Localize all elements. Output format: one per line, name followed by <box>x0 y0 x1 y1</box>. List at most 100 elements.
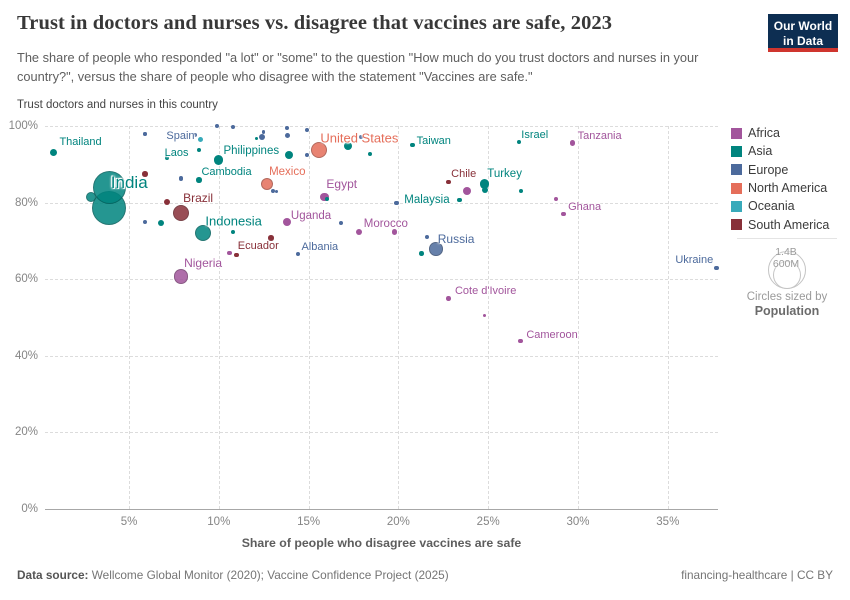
data-point[interactable] <box>324 197 329 202</box>
data-point[interactable] <box>86 191 97 202</box>
data-point[interactable] <box>343 141 353 151</box>
license-credit[interactable]: financing-healthcare | CC BY <box>681 568 833 582</box>
size-legend-small-value: 600M <box>772 258 800 270</box>
data-point[interactable] <box>163 198 170 205</box>
data-point-brazil[interactable] <box>173 204 190 221</box>
data-point-cameroon[interactable] <box>518 338 523 344</box>
data-point[interactable] <box>419 251 425 256</box>
legend-label-europe: Europe <box>748 162 789 177</box>
legend-item-africa[interactable]: Africa <box>731 124 846 142</box>
x-tick-label: 35% <box>656 515 680 528</box>
country-label-brazil: Brazil <box>183 190 214 205</box>
data-point[interactable] <box>258 133 266 141</box>
data-point-laos[interactable] <box>197 148 202 153</box>
legend-item-southamerica[interactable]: South America <box>731 215 846 233</box>
data-point-taiwan[interactable] <box>410 142 416 148</box>
data-point[interactable] <box>284 151 293 160</box>
data-source-text: Wellcome Global Monitor (2020); Vaccine … <box>88 568 449 582</box>
data-point-cambodia[interactable] <box>196 177 202 183</box>
data-point-malaysia[interactable] <box>457 197 462 203</box>
data-point[interactable] <box>143 132 147 136</box>
data-point[interactable] <box>215 124 219 128</box>
data-point[interactable] <box>198 136 204 142</box>
data-point[interactable] <box>394 200 399 206</box>
data-point[interactable] <box>254 136 259 141</box>
data-point-thailand[interactable] <box>50 148 58 156</box>
data-point[interactable] <box>358 135 363 140</box>
legend-item-asia[interactable]: Asia <box>731 142 846 160</box>
data-point-ecuador[interactable] <box>234 252 240 258</box>
data-point-morocco[interactable] <box>392 229 398 235</box>
data-point-tanzania[interactable] <box>569 140 576 146</box>
data-point-ukraine[interactable] <box>713 265 719 271</box>
y-tick-label: 0% <box>21 502 38 515</box>
country-label-chile: Chile <box>451 167 477 180</box>
data-point[interactable] <box>425 234 430 239</box>
data-point[interactable] <box>227 250 232 256</box>
data-point-russia[interactable] <box>429 242 443 256</box>
country-label-ukraine: Ukraine <box>675 254 714 267</box>
data-point[interactable] <box>164 156 169 161</box>
owid-logo-line1: Our World <box>773 19 833 33</box>
data-point[interactable] <box>481 186 488 193</box>
v-gridline <box>129 126 130 509</box>
owid-logo[interactable]: Our World in Data <box>768 14 838 52</box>
data-point[interactable] <box>284 133 290 139</box>
data-point-india[interactable] <box>92 171 126 205</box>
data-point-ghana[interactable] <box>561 211 566 217</box>
data-point[interactable] <box>178 176 184 181</box>
chart-subtitle: The share of people who responded "a lot… <box>17 50 699 85</box>
h-gridline <box>45 126 718 127</box>
data-point-spain[interactable] <box>193 133 198 138</box>
y-tick-label: 80% <box>14 196 38 209</box>
data-point[interactable] <box>367 151 372 156</box>
data-point[interactable] <box>518 189 523 194</box>
data-point[interactable] <box>462 187 471 196</box>
x-tick-label: 10% <box>207 515 231 528</box>
data-point-indonesia[interactable] <box>194 225 211 242</box>
data-point[interactable] <box>355 228 362 235</box>
data-point[interactable] <box>304 128 309 133</box>
data-point[interactable] <box>231 229 236 234</box>
data-point[interactable] <box>482 313 487 318</box>
legend-item-europe[interactable]: Europe <box>731 161 846 179</box>
legend-label-southamerica: South America <box>748 217 830 232</box>
data-point-nigeria[interactable] <box>173 269 189 284</box>
data-point[interactable] <box>268 235 274 241</box>
data-point[interactable] <box>274 189 278 194</box>
data-point[interactable] <box>270 188 275 193</box>
owid-logo-line2: in Data <box>782 34 823 48</box>
legend-item-oceania[interactable]: Oceania <box>731 197 846 215</box>
legend-label-oceania: Oceania <box>748 199 795 214</box>
data-point-mexico[interactable] <box>261 178 274 191</box>
legend-label-northamerica: North America <box>748 181 828 196</box>
data-point-albania[interactable] <box>295 252 300 257</box>
data-point[interactable] <box>231 125 236 130</box>
data-point[interactable] <box>143 219 148 224</box>
data-point-israel[interactable] <box>516 140 521 145</box>
data-source-label: Data source: <box>17 568 89 582</box>
country-label-israel: Israel <box>521 129 549 142</box>
data-point[interactable] <box>142 171 148 177</box>
v-gridline <box>578 126 579 509</box>
data-point[interactable] <box>285 125 290 130</box>
continent-legend: Africa Asia Europe North America Oceania Sout… <box>731 124 846 234</box>
data-point[interactable] <box>158 220 165 227</box>
data-point-turkey[interactable] <box>479 179 490 189</box>
v-gridline <box>488 126 490 509</box>
data-point-cote-d-ivoire[interactable] <box>446 295 451 301</box>
data-point[interactable] <box>338 221 343 226</box>
data-point-chile[interactable] <box>446 179 451 185</box>
data-point[interactable] <box>262 130 266 134</box>
data-point[interactable] <box>554 197 559 202</box>
data-point-philippines[interactable] <box>214 155 224 165</box>
data-point[interactable] <box>304 153 309 158</box>
country-label-morocco: Morocco <box>363 218 408 230</box>
legend-item-northamerica[interactable]: North America <box>731 179 846 197</box>
country-label-united-states: United States <box>320 130 399 146</box>
data-point-united-states[interactable] <box>311 142 328 159</box>
country-label-uganda: Uganda <box>290 210 332 223</box>
data-point-uganda[interactable] <box>283 218 292 227</box>
legend-swatch-southamerica <box>731 219 742 231</box>
